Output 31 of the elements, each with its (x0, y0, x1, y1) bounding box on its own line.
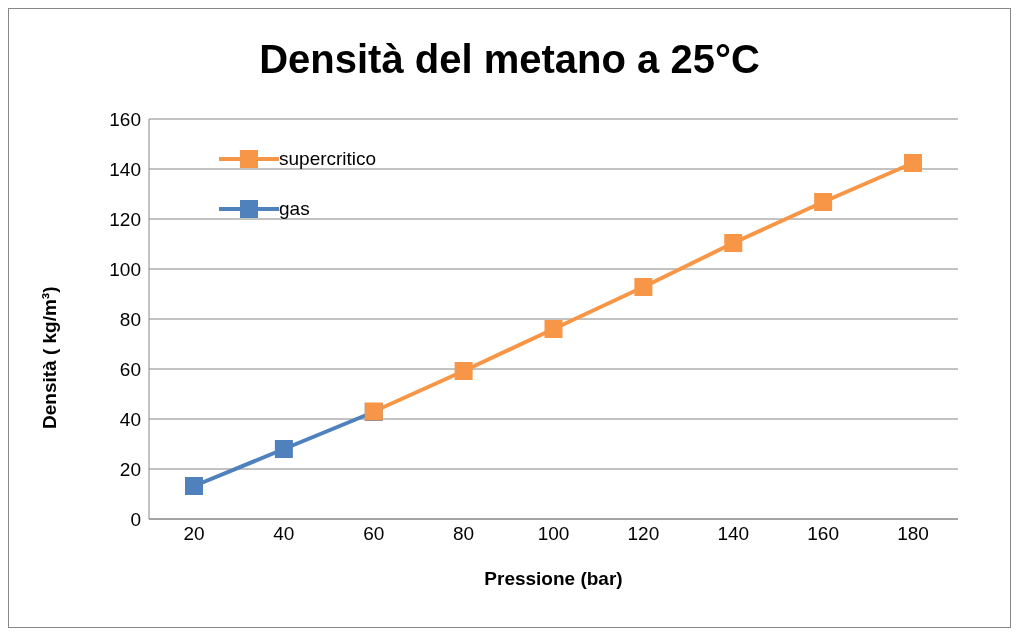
x-tick-label: 40 (273, 523, 295, 545)
x-tick-label: 140 (717, 523, 750, 545)
x-tick-label: 20 (183, 523, 205, 545)
point (904, 154, 922, 172)
point (274, 440, 293, 458)
x-tick-label: 180 (897, 523, 929, 545)
x-tick-label: 60 (363, 523, 385, 545)
point (814, 193, 833, 211)
y-tick-label: 40 (119, 408, 141, 430)
x-tick-label: 160 (807, 523, 839, 545)
point (544, 320, 563, 338)
y-tick-label: 140 (109, 158, 141, 180)
y-tick-label: 0 (130, 508, 141, 530)
x-tick-label: 120 (627, 523, 660, 545)
point (634, 278, 653, 296)
point (185, 477, 203, 495)
y-tick-label: 60 (119, 358, 141, 380)
y-tick-label: 20 (119, 458, 141, 480)
legend-label: gas (279, 198, 310, 220)
y-tick-label: 80 (119, 308, 141, 330)
legend-label: supercritico (279, 148, 377, 170)
x-tick-label: 100 (537, 523, 570, 545)
x-axis-title: Pressione (bar) (484, 568, 623, 589)
y-tick-label: 100 (109, 258, 141, 280)
chart-title: Densità del metano a 25°C (258, 37, 761, 82)
x-tick-label: 80 (453, 523, 475, 545)
point (724, 234, 743, 252)
point (454, 362, 473, 380)
y-tick-label: 160 (109, 108, 141, 130)
y-axis-title: Densità ( kg/m³) (38, 286, 60, 429)
y-tick-label: 120 (109, 208, 141, 230)
